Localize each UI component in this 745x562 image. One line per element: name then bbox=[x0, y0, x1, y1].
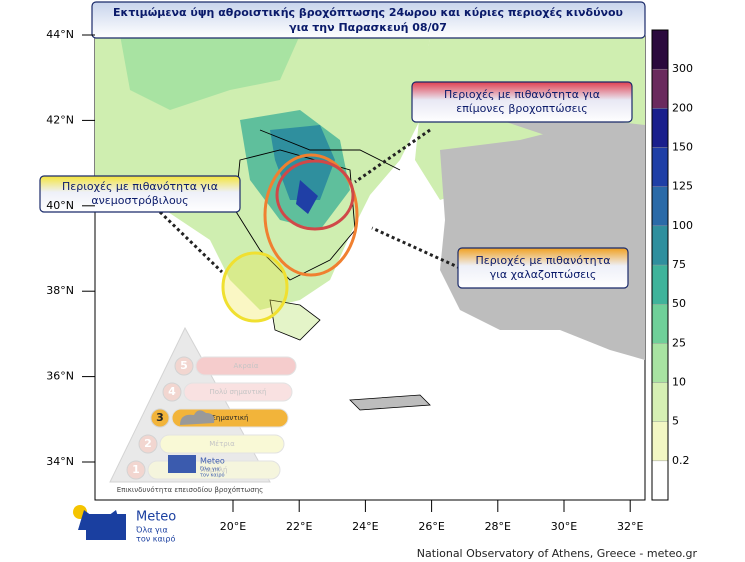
title-box bbox=[91, 1, 646, 39]
risk-pyramid: Επικινδυνότητα επεισοδίου βροχόπτωσης 5 Α… bbox=[109, 326, 297, 496]
risk-label: Ακραία bbox=[234, 362, 259, 370]
longitude-label: 32°E bbox=[617, 520, 643, 533]
credit: National Observatory of Athens, Greece -… bbox=[417, 547, 698, 560]
colorbar-segment bbox=[651, 264, 669, 305]
colorbar-label: 25 bbox=[672, 336, 686, 349]
risk-band bbox=[195, 356, 297, 376]
small-logo-slogan: Όλα για bbox=[199, 466, 221, 473]
logo-slogan: Όλα για bbox=[135, 525, 168, 535]
callout-box bbox=[411, 81, 633, 123]
logo: Meteo Όλα για τον καιρό bbox=[73, 505, 176, 544]
risk-label: Χαμηλή bbox=[201, 466, 228, 474]
risk-number: 2 bbox=[144, 437, 152, 450]
risk-caption: Επικινδυνότητα επεισοδίου βροχόπτωσης bbox=[117, 486, 264, 494]
callout-text: επίμονες βροχοπτώσεις bbox=[456, 102, 587, 115]
rain-risk-area bbox=[275, 159, 355, 231]
cloud-icon bbox=[180, 410, 215, 425]
land bbox=[440, 120, 645, 360]
logo-slogan: τον καιρό bbox=[136, 534, 175, 544]
risk-band bbox=[159, 434, 285, 454]
colorbar-segment bbox=[651, 68, 669, 109]
latitude-label: 36°N bbox=[46, 370, 74, 383]
longitude-label: 28°E bbox=[485, 520, 511, 533]
colorbar-segment bbox=[651, 147, 669, 187]
longitude-label: 26°E bbox=[418, 520, 444, 533]
latitude-label: 38°N bbox=[46, 284, 74, 297]
small-logo-name: Meteo bbox=[200, 457, 225, 466]
colorbar-segment bbox=[651, 382, 669, 422]
colorbar-segment bbox=[651, 225, 669, 266]
hail-risk-area bbox=[263, 153, 359, 277]
risk-number: 3 bbox=[156, 411, 164, 424]
latitude-label: 44°N bbox=[46, 28, 74, 41]
island bbox=[349, 394, 431, 411]
risk-label: Πολύ σημαντική bbox=[210, 388, 267, 396]
colorbar-label: 10 bbox=[672, 376, 686, 389]
tornado-risk-area bbox=[221, 251, 289, 323]
colorbar-label: 100 bbox=[672, 219, 693, 232]
logo-name: Meteo bbox=[136, 510, 176, 525]
risk-label: Σημαντική bbox=[212, 414, 249, 422]
colorbar-label: 5 bbox=[672, 415, 679, 428]
arrow bbox=[371, 226, 461, 270]
latitude-label: 34°N bbox=[46, 455, 74, 468]
colorbar-segment bbox=[651, 186, 669, 227]
title: Εκτιμώμενα ύψη αθροιστικής βροχόπτωσης 2… bbox=[113, 6, 623, 19]
colorbar-label: 125 bbox=[672, 180, 693, 193]
logo-icon bbox=[86, 514, 126, 540]
land bbox=[269, 299, 321, 341]
risk-number-bg bbox=[174, 356, 194, 376]
colorbar-segment bbox=[651, 29, 669, 70]
risk-number-bg bbox=[150, 408, 170, 428]
border bbox=[259, 129, 401, 171]
title: για την Παρασκευή 08/07 bbox=[289, 21, 447, 34]
risk-number: 5 bbox=[180, 359, 188, 372]
rain-area bbox=[120, 35, 300, 110]
callout-text: Περιοχές με πιθανότητα για bbox=[444, 88, 600, 101]
latitude-label: 40°N bbox=[46, 199, 74, 212]
callout-text: για χαλαζοπτώσεις bbox=[490, 268, 597, 281]
longitude-label: 24°E bbox=[352, 520, 378, 533]
risk-number-bg bbox=[138, 434, 158, 454]
callout-box bbox=[457, 247, 629, 289]
longitude-label: 30°E bbox=[551, 520, 577, 533]
callout-box bbox=[39, 175, 241, 213]
colorbar-label: 150 bbox=[672, 141, 693, 154]
colorbar-label: 200 bbox=[672, 101, 693, 114]
small-logo-icon bbox=[168, 455, 196, 473]
rain-area bbox=[296, 180, 318, 214]
caption-bg bbox=[110, 484, 270, 496]
colorbar-segment bbox=[651, 108, 669, 148]
colorbar-segment bbox=[651, 421, 669, 462]
arrow bbox=[158, 210, 224, 274]
colorbar-label: 50 bbox=[672, 297, 686, 310]
colorbar-segment bbox=[651, 303, 669, 344]
risk-number-bg bbox=[126, 460, 146, 480]
colorbar-label: 300 bbox=[672, 62, 693, 75]
risk-band bbox=[183, 382, 293, 402]
small-logo-slogan: τον καιρό bbox=[200, 472, 225, 479]
callout-text: Περιοχές με πιθανότητα για bbox=[62, 180, 218, 193]
risk-number: 1 bbox=[132, 463, 140, 476]
risk-label: Μέτρια bbox=[209, 440, 235, 448]
colorbar-frame bbox=[651, 29, 669, 501]
longitude-label: 20°E bbox=[220, 520, 246, 533]
callout-text: ανεμοστρόβιλους bbox=[91, 194, 188, 207]
latitude-label: 42°N bbox=[46, 113, 74, 126]
callout-text: Περιοχές με πιθανότητα bbox=[475, 254, 610, 267]
colorbar-label: 75 bbox=[672, 258, 686, 271]
colorbar-label: 0.2 bbox=[672, 454, 690, 467]
risk-number-bg bbox=[162, 382, 182, 402]
colorbar-segment bbox=[651, 343, 669, 383]
colorbar-segment bbox=[651, 460, 669, 501]
risk-number: 4 bbox=[168, 385, 176, 398]
longitude-label: 22°E bbox=[286, 520, 312, 533]
